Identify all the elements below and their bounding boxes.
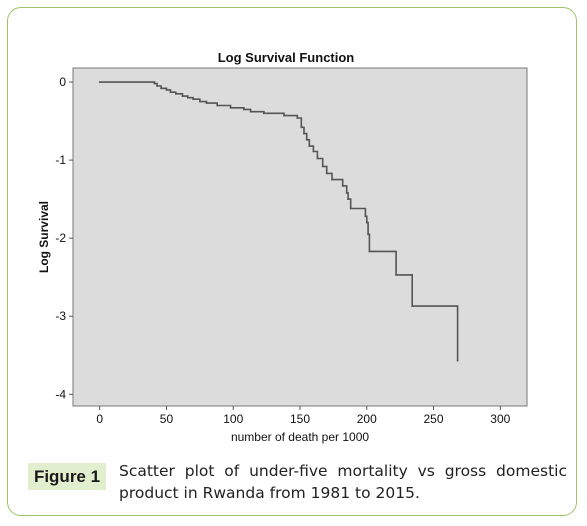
data-point [296,117,299,119]
data-point [263,112,265,115]
data-point [303,132,305,135]
data-point [345,192,348,194]
data-point [216,104,219,107]
data-point [156,85,159,87]
data-point [305,138,308,141]
x-tick-label: 100 [223,412,243,426]
data-point [199,100,201,103]
data-point [165,89,168,91]
x-tick-label: 250 [424,412,444,426]
data-point [308,145,311,148]
data-point [98,81,101,83]
figure-caption: Scatter plot of under-five mortality vs … [119,462,567,502]
data-point [181,95,184,97]
data-point [347,198,349,201]
data-point [325,172,328,175]
data-point [321,165,324,168]
data-point [368,250,371,253]
data-point [160,87,163,90]
y-tick-label: -2 [55,231,66,245]
chart-title: Log Survival Function [218,50,355,65]
data-point [243,108,245,111]
data-point [395,274,397,276]
x-tick-label: 150 [290,412,310,426]
data-point [205,102,208,104]
data-point [367,233,369,236]
data-point [153,82,156,85]
data-point [409,274,412,276]
data-point [312,150,315,153]
y-tick-label: -4 [55,387,66,401]
data-point [331,178,333,181]
data-point [456,359,459,362]
y-tick-label: 0 [59,75,66,89]
step-points [98,81,459,362]
survival-step-line [99,81,459,361]
data-point [249,110,252,113]
y-tick-label: -1 [55,153,66,167]
data-point [186,96,189,99]
data-point [341,185,344,187]
x-tick-label: 300 [490,412,510,426]
figure-label: Figure 1 [28,463,106,490]
data-point [192,98,195,101]
data-point [349,207,352,210]
x-axis-label: number of death per 1000 [231,430,369,444]
data-point [365,221,368,224]
y-tick-label: -3 [55,309,66,323]
data-point [379,250,381,253]
data-point [364,215,367,218]
data-point [169,91,172,94]
x-tick-label: 200 [357,412,377,426]
axis-ticks: 0 50 100 150 200 250 300 0 -1 -2 -3 -4 [55,75,510,426]
data-point [316,157,319,160]
plot-area [72,67,528,407]
data-point [229,106,232,109]
data-point [411,305,414,307]
data-point [283,114,285,117]
x-tick-label: 50 [160,412,174,426]
data-point [174,92,177,95]
y-axis-label: Log Survival [37,201,51,273]
data-point [300,126,303,129]
x-tick-label: 0 [96,412,103,426]
chart: 0 50 100 150 200 250 300 0 -1 -2 -3 -4 Log Survival… [37,50,528,444]
data-point [455,305,458,307]
